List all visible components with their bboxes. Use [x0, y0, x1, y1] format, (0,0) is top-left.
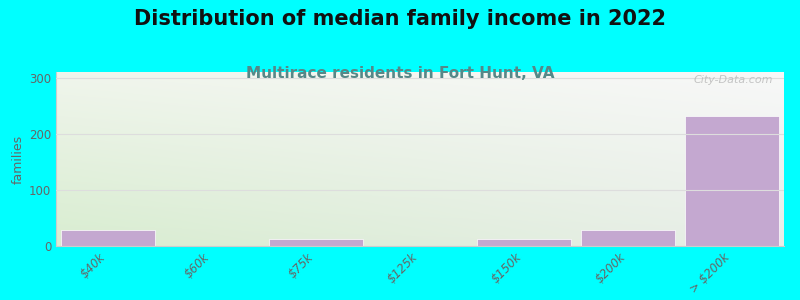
- Bar: [685, 116, 778, 246]
- Y-axis label: families: families: [12, 134, 25, 184]
- Bar: [61, 230, 155, 246]
- Text: City-Data.com: City-Data.com: [694, 76, 773, 85]
- Text: Distribution of median family income in 2022: Distribution of median family income in …: [134, 9, 666, 29]
- Bar: [581, 230, 675, 246]
- Bar: [270, 239, 363, 246]
- Bar: [477, 239, 571, 246]
- Text: Multirace residents in Fort Hunt, VA: Multirace residents in Fort Hunt, VA: [246, 66, 554, 81]
